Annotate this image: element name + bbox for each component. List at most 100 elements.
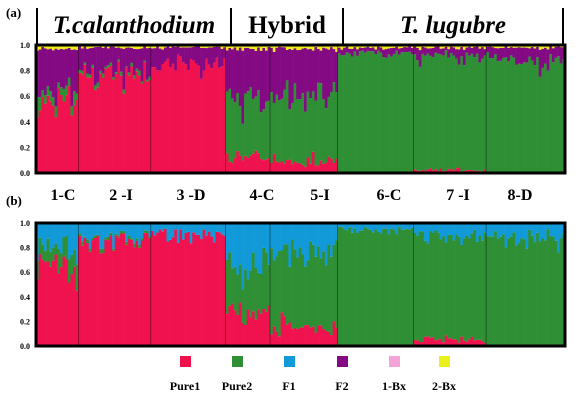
bar-segment-pure2 [272,260,276,327]
bar-segment-pure2 [228,252,232,306]
bar-segment-pure1 [444,335,448,346]
bar-segment-pure1 [285,160,289,173]
bar-segment-f2 [449,46,453,54]
bar-segment-f2 [515,47,519,65]
bar-segment-f1 [314,223,318,257]
bar-segment-2bx [46,45,50,50]
bar-segment-f1 [109,223,113,233]
bar-segment-f2 [73,49,77,92]
bar-segment-2bx [429,45,433,49]
bar-segment-2bx [62,45,66,50]
bar-segment-f2 [429,48,433,56]
bar-segment-pure2 [306,91,310,158]
bar-segment-pure2 [86,239,90,243]
bar-segment-pure2 [238,264,242,303]
bar-segment-2bx [251,45,255,49]
bar-segment-pure2 [530,235,534,346]
bar-segment-f2 [353,47,357,52]
bar-segment-f1 [541,223,545,239]
bar-segment-f2 [205,48,209,59]
bar-segment-pure2 [99,248,103,254]
bar-segment-pure1 [275,331,279,346]
legend-swatch-pure1 [179,356,191,367]
bar-segment-f2 [174,46,178,71]
bar-segment-pure1 [151,67,154,173]
bar-segment-pure2 [363,52,367,173]
bar-segment-f2 [298,50,302,99]
bar-segment-pure2 [104,66,108,69]
bar-segment-pure2 [434,230,438,341]
bar-segment-f2 [319,50,323,84]
bar-segment-pure2 [533,65,537,173]
bar-segment-f2 [348,48,352,54]
bar-segment-2bx [272,45,276,52]
bar-segment-pure1 [205,235,209,346]
bar-segment-f2 [387,48,391,55]
bar-segment-f1 [171,223,175,238]
bar-segment-f2 [49,48,53,92]
bar-segment-f1 [544,223,547,241]
bar-segment-f1 [324,223,328,266]
bar-segment-pure2 [125,241,129,245]
bar-segment-pure2 [512,57,516,173]
bar-segment-pure2 [423,240,427,337]
bar-segment-f2 [304,48,307,112]
bar-segment-pure2 [88,248,92,252]
bar-segment-pure1 [236,314,240,346]
population-label: 8-D [508,187,533,204]
bar-segment-pure2 [244,269,247,325]
bar-segment-pure2 [117,235,121,238]
bar-segment-f1 [371,223,375,233]
bar-segment-f2 [275,47,279,95]
bar-segment-f2 [127,47,131,73]
bar-segment-pure1 [179,56,183,173]
bar-segment-f2 [460,47,464,57]
bar-segment-f2 [272,51,276,103]
bar-segment-f1 [361,223,365,231]
bar-segment-pure1 [163,228,167,346]
bar-segment-f2 [431,47,435,57]
bar-segment-pure1 [413,339,417,346]
bar-segment-pure1 [228,161,232,173]
bar-segment-pure2 [455,234,458,340]
bar-segment-f1 [267,223,271,265]
bar-segment-pure2 [267,264,271,306]
bar-segment-pure2 [436,53,440,172]
bar-segment-f1 [38,223,42,238]
bar-segment-pure1 [81,74,84,173]
bar-segment-pure1 [223,57,227,173]
bar-segment-f1 [189,223,193,244]
bar-segment-pure1 [145,81,149,173]
legend-item-1bx: 1-Bx [364,356,424,394]
bar-segment-f1 [88,223,92,249]
bar-segment-f2 [436,46,440,54]
bar-segment-f2 [496,48,500,62]
bar-segment-f1 [528,223,532,230]
bar-segment-f2 [395,46,399,51]
bar-segment-f2 [106,48,110,66]
bar-segment-f1 [421,223,425,232]
bar-segment-pure1 [468,169,471,173]
bar-segment-f2 [41,46,45,91]
bar-segment-f1 [447,223,451,235]
bar-segment-pure2 [233,266,237,311]
bar-segment-pure2 [81,70,84,75]
bar-segment-f1 [117,223,121,236]
bar-segment-pure1 [51,260,55,346]
bar-segment-pure1 [81,245,84,346]
bar-segment-f2 [301,48,305,94]
legend-swatch-f1 [283,356,295,367]
bar-segment-f1 [161,223,165,232]
bar-segment-2bx [494,45,498,49]
bar-segment-2bx [483,45,487,50]
bar-segment-pure2 [343,229,346,346]
bar-segment-f1 [369,223,373,230]
bar-segment-pure2 [478,236,482,340]
population-label: 4-C [250,187,275,204]
bar-segment-2bx [439,45,443,49]
bar-segment-pure2 [298,247,302,328]
legend-item-2bx: 2-Bx [414,356,474,394]
bar-segment-pure2 [62,88,66,102]
bar-segment-pure1 [270,334,274,346]
bar-segment-2bx [259,45,263,51]
